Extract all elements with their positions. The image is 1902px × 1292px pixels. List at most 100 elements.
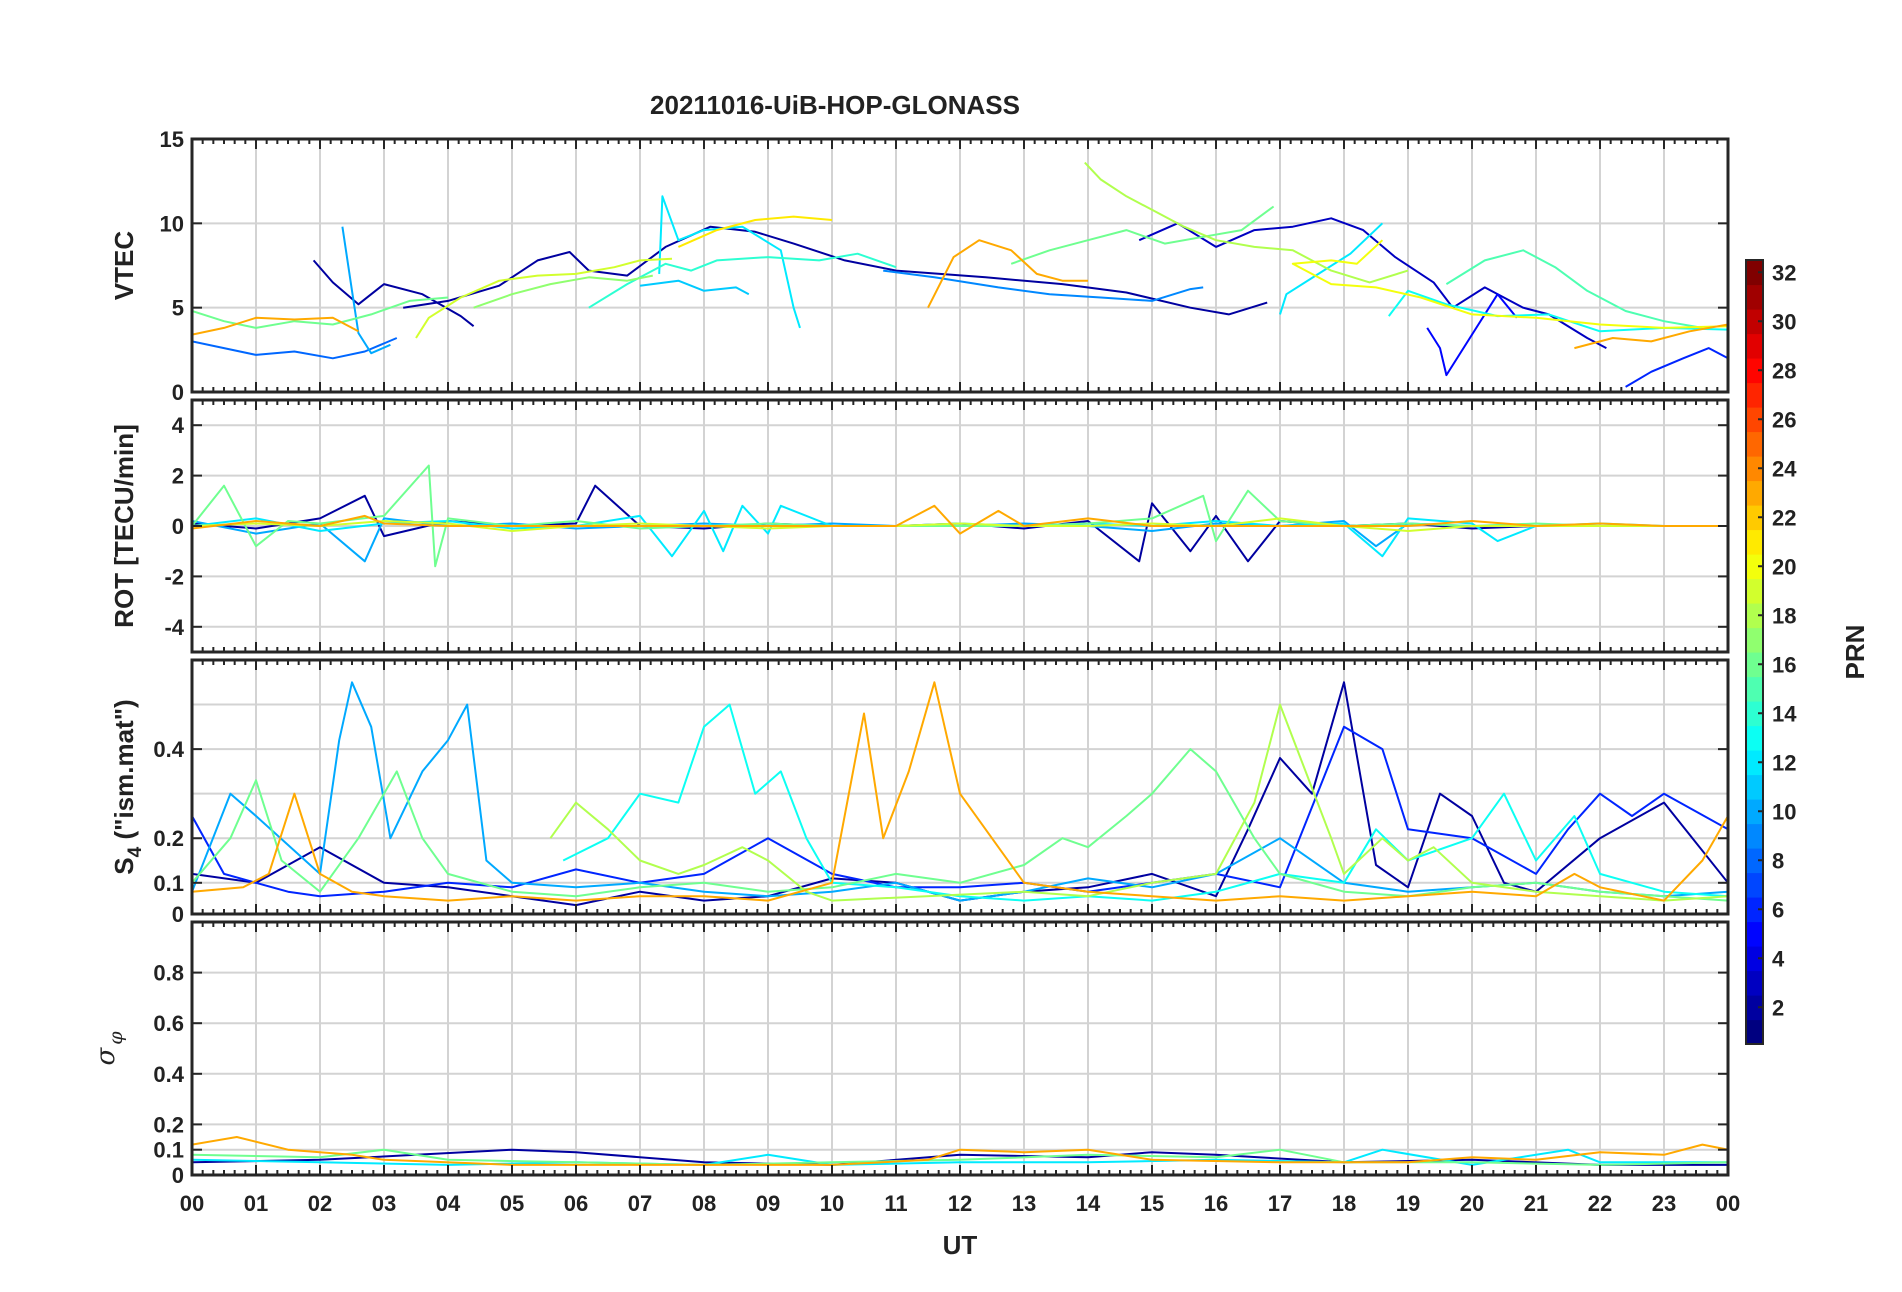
colorbar-swatch xyxy=(1746,358,1763,384)
x-tick-label: 12 xyxy=(948,1191,972,1216)
y-axis-label-main: σ xyxy=(91,1047,121,1066)
x-ticks xyxy=(191,922,1729,1175)
colorbar-tick-label: 24 xyxy=(1772,456,1797,481)
series-line-prn-16 xyxy=(192,296,449,329)
y-tick-label: 0.1 xyxy=(153,871,184,896)
y-ticks: 0 5 10 15 xyxy=(160,127,1728,405)
panel-s4: 0 0.1 0.2 0.4 S4 ("ism.mat") xyxy=(109,658,1730,927)
colorbar-swatch xyxy=(1746,284,1763,310)
colorbar-tick-label: 14 xyxy=(1772,701,1797,726)
colorbar-swatch xyxy=(1746,897,1763,923)
x-axis-label: UT xyxy=(943,1230,978,1260)
series-line-prn-13 xyxy=(1388,289,1728,333)
y-axis-label-sub: φ xyxy=(105,1031,127,1045)
colorbar-swatch xyxy=(1746,309,1763,335)
x-tick-label: 00 xyxy=(1716,1191,1740,1216)
series-line-prn-23 xyxy=(192,1136,1728,1166)
y-axis-label: S4 ("ism.mat") xyxy=(109,699,146,874)
y-tick-label: 4 xyxy=(172,413,185,438)
series-line-prn-6 xyxy=(1625,347,1728,388)
series-line-prn-5 xyxy=(1426,293,1518,377)
y-axis-label: ROT [TECU/min] xyxy=(109,424,139,628)
y-tick-label: 0.2 xyxy=(153,826,184,851)
series-line-prn-8 xyxy=(192,337,398,360)
y-tick-label: 0.6 xyxy=(153,1011,184,1036)
y-tick-label: 0 xyxy=(172,380,184,405)
colorbar-swatch xyxy=(1746,578,1763,604)
series-line-prn-23 xyxy=(192,504,1728,535)
y-axis-label-main: S xyxy=(109,857,139,874)
x-tick-label: 00 xyxy=(180,1191,204,1216)
colorbar-tick-label: 8 xyxy=(1772,848,1784,873)
x-tick-label: 21 xyxy=(1524,1191,1548,1216)
y-axis-label: VTEC xyxy=(109,231,139,301)
series-line-prn-6 xyxy=(192,725,1728,898)
y-axis-label: σφ xyxy=(91,1031,127,1066)
x-tick-label: 09 xyxy=(756,1191,780,1216)
series-group xyxy=(192,464,1728,568)
y-tick-label: -4 xyxy=(164,615,184,640)
colorbar-tick-label: 32 xyxy=(1772,260,1796,285)
series-line-prn-23 xyxy=(1574,323,1728,350)
series-line-prn-10 xyxy=(192,681,1728,902)
x-tick-label: 05 xyxy=(500,1191,524,1216)
colorbar-swatch xyxy=(1746,382,1763,408)
colorbar-swatch xyxy=(1746,480,1763,506)
x-tick-label: 06 xyxy=(564,1191,588,1216)
series-line-prn-12 xyxy=(1279,222,1384,315)
colorbar-swatch xyxy=(1746,970,1763,996)
colorbar-swatch xyxy=(1746,627,1763,653)
panel-sigma_phi: 00.10.2 0.4 0.6 0.8 σφ xyxy=(91,920,1730,1188)
colorbar-swatch xyxy=(1746,725,1763,751)
panel-vtec: 0 5 10 15 VTEC xyxy=(109,127,1730,405)
colorbar-swatch xyxy=(1746,603,1763,629)
colorbar-swatch xyxy=(1746,774,1763,800)
x-tick-label: 02 xyxy=(308,1191,332,1216)
colorbar-swatch xyxy=(1746,333,1763,359)
colorbar-tick-label: 16 xyxy=(1772,652,1796,677)
series-line-prn-18 xyxy=(1084,161,1409,284)
series-line-prn-19 xyxy=(192,517,1728,532)
series-line-prn-18 xyxy=(549,703,1728,902)
x-ticks xyxy=(191,660,1729,914)
series-group xyxy=(192,681,1728,907)
x-tick-label: 14 xyxy=(1076,1191,1101,1216)
series-line-prn-2 xyxy=(192,681,1728,907)
colorbar-tick-label: 10 xyxy=(1772,799,1796,824)
x-ticks xyxy=(191,139,1729,392)
series-line-prn-11 xyxy=(639,279,750,296)
colorbar-tick-label: 2 xyxy=(1772,995,1784,1020)
series-line-prn-23 xyxy=(192,316,359,336)
colorbar-swatch xyxy=(1746,676,1763,702)
y-tick-label: 0 xyxy=(172,1163,184,1188)
series-line-prn-23 xyxy=(927,239,1088,309)
colorbar-swatch xyxy=(1746,750,1763,776)
series-line-prn-16 xyxy=(192,1148,1728,1166)
colorbar-tick-label: 30 xyxy=(1772,309,1796,334)
colorbar-tick-label: 22 xyxy=(1772,505,1796,530)
series-line-prn-2 xyxy=(403,225,1268,316)
x-tick-label: 20 xyxy=(1460,1191,1484,1216)
series-line-prn-20 xyxy=(1291,239,1728,329)
colorbar-swatch xyxy=(1746,848,1763,874)
series-line-prn-3 xyxy=(1138,217,1607,349)
y-tick-label: 10 xyxy=(160,211,184,236)
colorbar-tick-label: 12 xyxy=(1772,750,1796,775)
y-tick-label: 0.4 xyxy=(153,737,184,762)
series-group xyxy=(192,161,1728,388)
colorbar-tick-label: 28 xyxy=(1772,358,1796,383)
colorbar-swatch xyxy=(1746,456,1763,482)
y-axis-label-rest: ("ism.mat") xyxy=(109,699,139,846)
y-ticks: 00.10.2 0.4 0.6 0.8 xyxy=(153,961,1728,1188)
y-axis-label-sub: 4 xyxy=(125,846,146,857)
colorbar-swatch xyxy=(1746,995,1763,1021)
x-tick-label: 08 xyxy=(692,1191,716,1216)
series-line-prn-23 xyxy=(192,681,1728,902)
x-tick-label: 16 xyxy=(1204,1191,1228,1216)
colorbar-swatch xyxy=(1746,701,1763,727)
x-tick-label: 10 xyxy=(820,1191,844,1216)
colorbar-tick-label: 18 xyxy=(1772,603,1796,628)
